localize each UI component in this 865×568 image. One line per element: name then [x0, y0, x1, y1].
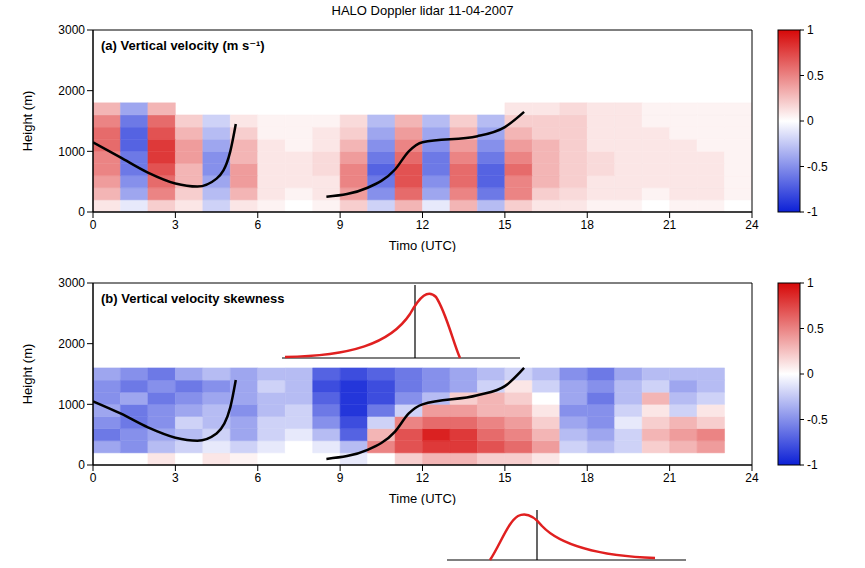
svg-text:24: 24: [745, 218, 759, 232]
svg-text:21: 21: [663, 471, 677, 485]
svg-text:1: 1: [807, 24, 814, 37]
svg-text:6: 6: [254, 471, 261, 485]
svg-text:-0.5: -0.5: [807, 160, 828, 174]
svg-text:3000: 3000: [58, 23, 85, 37]
svg-text:12: 12: [416, 471, 430, 485]
svg-text:2000: 2000: [58, 84, 85, 98]
svg-text:12: 12: [416, 218, 430, 232]
html-text:HALO Doppler lidar 11-04-2007: HALO Doppler lidar 11-04-2007: [331, 3, 514, 18]
svg-text:1000: 1000: [58, 398, 85, 412]
svg-text:Height (m): Height (m): [20, 344, 35, 405]
svg-text:1: 1: [807, 277, 814, 290]
svg-text:-1: -1: [807, 205, 818, 218]
html-text:(b) Vertical velocity skewness: (b) Vertical velocity skewness: [101, 291, 285, 306]
svg-text:24: 24: [745, 471, 759, 485]
svg-text:3: 3: [172, 471, 179, 485]
svg-text:9: 9: [337, 471, 344, 485]
svg-text:0: 0: [78, 458, 85, 472]
svg-text:21: 21: [663, 218, 677, 232]
svg-text:-0.5: -0.5: [807, 413, 828, 427]
svg-text:9: 9: [337, 218, 344, 232]
svg-text:-1: -1: [807, 458, 818, 471]
svg-text:0: 0: [90, 471, 97, 485]
svg-text:6: 6: [254, 218, 261, 232]
svg-text:0: 0: [78, 205, 85, 219]
svg-text:3: 3: [172, 218, 179, 232]
html-text:(a) Vertical velocity (m s⁻¹): (a) Vertical velocity (m s⁻¹): [101, 38, 265, 53]
svg-text:0: 0: [807, 367, 814, 381]
svg-text:Timo (UTC): Timo (UTC): [389, 238, 456, 252]
svg-text:15: 15: [498, 218, 512, 232]
svg-text:0: 0: [90, 218, 97, 232]
svg-text:2000: 2000: [58, 337, 85, 351]
svg-text:3000: 3000: [58, 276, 85, 290]
svg-text:15: 15: [498, 471, 512, 485]
svg-text:18: 18: [581, 471, 595, 485]
svg-text:0.5: 0.5: [807, 69, 824, 83]
svg-text:Height (m): Height (m): [20, 91, 35, 152]
svg-text:0.5: 0.5: [807, 322, 824, 336]
svg-text:0: 0: [807, 114, 814, 128]
svg-text:Time (UTC): Time (UTC): [389, 491, 456, 505]
svg-text:1000: 1000: [58, 145, 85, 159]
svg-text:18: 18: [581, 218, 595, 232]
